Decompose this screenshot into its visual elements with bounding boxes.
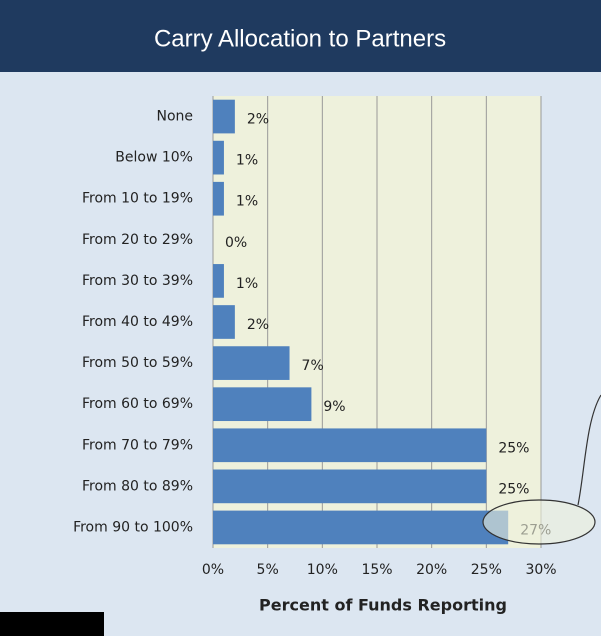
value-label: 9% bbox=[323, 399, 345, 415]
value-label: 2% bbox=[247, 112, 269, 128]
bar bbox=[213, 387, 312, 422]
x-tick-label: 30% bbox=[525, 562, 556, 578]
value-label: 7% bbox=[302, 358, 324, 374]
value-label: 1% bbox=[236, 194, 258, 210]
x-tick-label: 5% bbox=[257, 562, 279, 578]
y-tick-label: From 70 to 79% bbox=[82, 437, 193, 453]
chart-title: Carry Allocation to Partners bbox=[154, 25, 446, 52]
callout-line bbox=[577, 394, 601, 506]
redaction bbox=[0, 612, 104, 636]
x-tick-label: 10% bbox=[307, 562, 338, 578]
x-tick-label: 25% bbox=[471, 562, 502, 578]
y-tick-label: None bbox=[156, 109, 193, 125]
y-tick-label: From 30 to 39% bbox=[82, 273, 193, 289]
value-label: 2% bbox=[247, 317, 269, 333]
bar bbox=[213, 99, 235, 134]
bar bbox=[213, 181, 224, 216]
value-label: 0% bbox=[225, 235, 247, 251]
y-tick-label: From 20 to 29% bbox=[82, 232, 193, 248]
y-tick-label: Below 10% bbox=[115, 150, 193, 166]
x-axis-label: Percent of Funds Reporting bbox=[259, 596, 507, 615]
x-tick-label: 15% bbox=[361, 562, 392, 578]
bar bbox=[213, 428, 487, 463]
bar bbox=[213, 305, 235, 339]
y-tick-label: From 40 to 49% bbox=[82, 314, 193, 330]
value-label: 1% bbox=[236, 276, 258, 292]
value-label: 25% bbox=[498, 481, 529, 497]
bar bbox=[213, 346, 290, 380]
bar bbox=[213, 469, 487, 504]
y-tick-label: From 50 to 59% bbox=[82, 355, 193, 371]
value-label: 25% bbox=[498, 440, 529, 456]
bar bbox=[213, 264, 224, 298]
header bbox=[0, 0, 601, 72]
y-tick-label: From 80 to 89% bbox=[82, 478, 193, 494]
y-tick-label: From 90 to 100% bbox=[73, 519, 193, 535]
value-label: 1% bbox=[236, 153, 258, 169]
bar bbox=[213, 510, 509, 545]
highlight-ellipse bbox=[482, 499, 596, 545]
x-tick-label: 20% bbox=[416, 562, 447, 578]
bar bbox=[213, 140, 224, 175]
y-tick-label: From 10 to 19% bbox=[82, 191, 193, 207]
y-tick-label: From 60 to 69% bbox=[82, 396, 193, 412]
x-tick-label: 0% bbox=[202, 562, 224, 578]
